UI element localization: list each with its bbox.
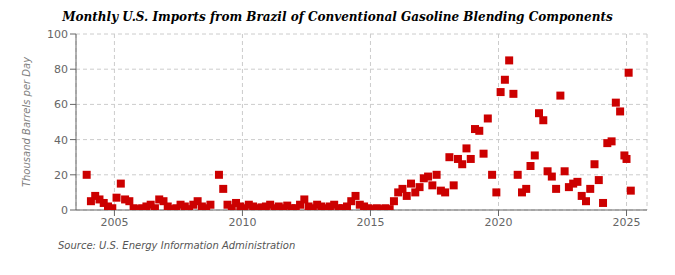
svg-text:20: 20 bbox=[54, 169, 68, 182]
svg-text:100: 100 bbox=[47, 28, 68, 41]
svg-text:Thousand Barrels per Day: Thousand Barrels per Day bbox=[21, 56, 32, 187]
svg-text:2010: 2010 bbox=[228, 216, 256, 229]
svg-text:2020: 2020 bbox=[484, 216, 512, 229]
svg-text:2025: 2025 bbox=[613, 216, 641, 229]
html-text:Monthly U.S. Imports from Braz: Monthly U.S. Imports from Brazil of Conv… bbox=[62, 10, 613, 24]
html-text:Source: U.S. Energy Informatio: Source: U.S. Energy Information Administ… bbox=[58, 240, 296, 251]
svg-text:2005: 2005 bbox=[100, 216, 128, 229]
svg-text:40: 40 bbox=[54, 134, 68, 147]
svg-text:60: 60 bbox=[54, 98, 68, 111]
svg-text:2015: 2015 bbox=[356, 216, 384, 229]
svg-text:80: 80 bbox=[54, 63, 68, 76]
svg-text:0: 0 bbox=[61, 204, 68, 217]
